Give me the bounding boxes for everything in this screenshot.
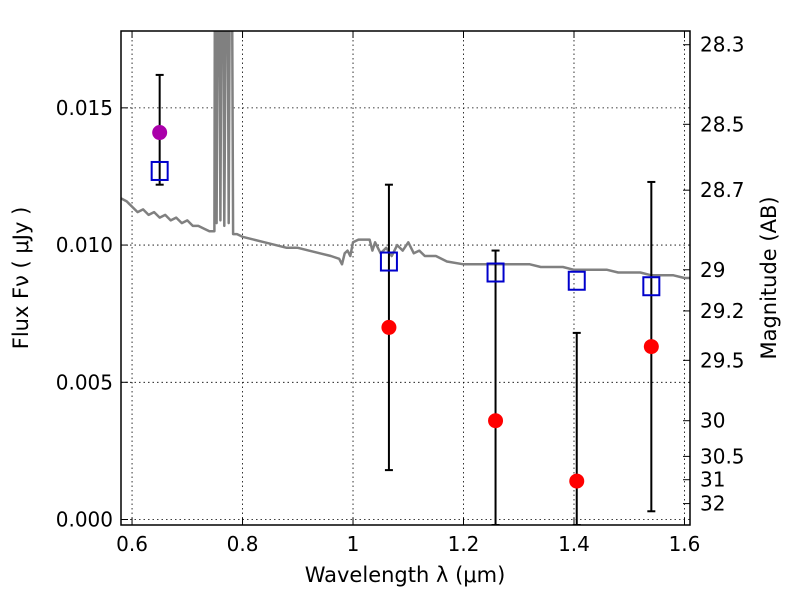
observed-point [488,413,504,429]
model-square [567,270,586,291]
grid-lines [121,31,690,525]
x-tick-label: 0.6 [116,532,148,556]
observed-point [152,125,168,141]
model-square [379,251,398,272]
y2-tick-label: 28.7 [700,178,745,202]
model-square [642,276,661,297]
axis-ticks: 0.6 0.8 1 1.2 1.4 1.6 0.000 0.005 0.010 0.015 28.3… [56,31,745,556]
y-tick-label: 0.015 [56,96,113,120]
plot-series [121,31,690,525]
x-tick-label: 1 [347,532,360,556]
y2-tick-label: 29 [700,258,725,282]
observed-point [643,339,659,355]
observed-point [569,473,585,489]
y2-axis-label: Magnitude (AB) [757,196,781,359]
x-tick-label: 1.4 [558,532,590,556]
y2-tick-label: 28.5 [700,112,745,136]
x-tick-label: 0.8 [227,532,259,556]
x-tick-label: 1.6 [669,532,701,556]
y2-tick-label: 32 [700,492,725,516]
plot-frame [120,30,691,526]
model-square [150,160,169,181]
y-axis-label: Flux Fν ( μJy ) [9,207,33,350]
observed-point [381,319,397,335]
y2-tick-label: 30.5 [700,444,745,468]
y2-tick-label: 31 [700,468,725,492]
y2-tick-label: 28.3 [700,33,745,57]
y-tick-label: 0.000 [56,508,113,532]
x-axis-label: Wavelength λ (μm) [305,563,506,587]
y-tick-label: 0.010 [56,233,113,257]
y2-tick-label: 30 [700,409,725,433]
y-tick-label: 0.005 [56,370,113,394]
x-tick-label: 1.2 [448,532,480,556]
model-square [486,262,505,283]
y2-tick-label: 29.5 [700,348,745,372]
spectrum-line [121,31,690,280]
y2-tick-label: 29.2 [700,299,745,323]
